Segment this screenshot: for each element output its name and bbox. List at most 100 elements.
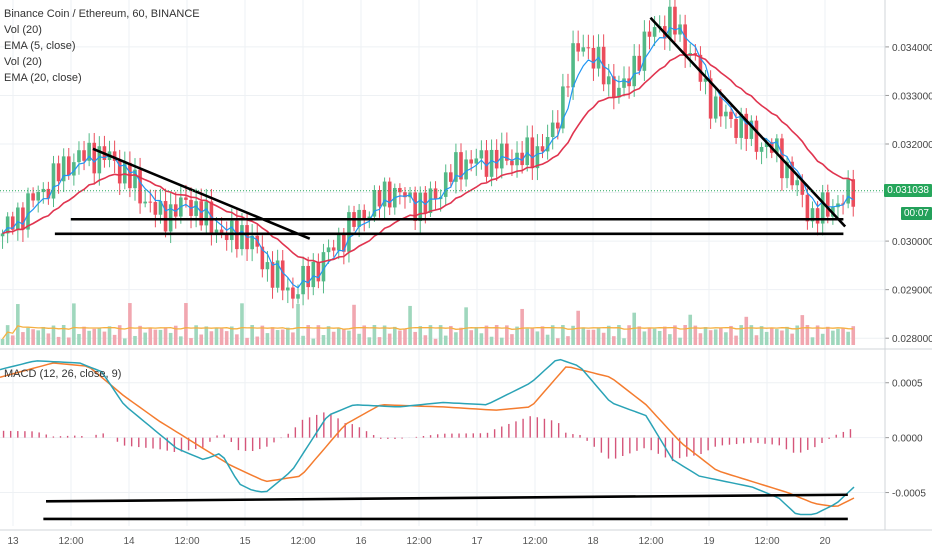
candle-body [555, 122, 560, 129]
countdown-tag: 00:07 [900, 207, 932, 220]
candle-body [515, 152, 519, 166]
volume-bar [189, 338, 193, 345]
candle-body [749, 120, 754, 139]
volume-bar [719, 327, 723, 345]
indicator-ema-20[interactable]: EMA (20, close) [4, 72, 82, 84]
candle-body [525, 137, 530, 166]
candle-body [61, 156, 66, 182]
indicator-vol-20-second[interactable]: Vol (20) [4, 56, 42, 68]
candle-body [632, 55, 637, 87]
volume-bar [148, 327, 153, 345]
volume-bar [652, 328, 657, 345]
candle-body [336, 234, 341, 251]
candle-body [36, 191, 41, 201]
candle-body [744, 113, 749, 139]
symbol-title[interactable]: Binance Coin / Ethereum, 60, BINANCE [4, 8, 200, 20]
candle-body [367, 216, 372, 219]
candle-body [474, 158, 479, 164]
volume-bar [87, 330, 91, 345]
indicator-ema-5[interactable]: EMA (5, close) [4, 40, 76, 52]
volume-bar [795, 325, 800, 345]
candle-body [46, 188, 51, 199]
volume-bar [535, 331, 540, 345]
volume-bar [311, 338, 316, 345]
volume-bar [336, 328, 341, 345]
candle-body [510, 160, 514, 166]
candle-body [0, 233, 5, 237]
volume-bar [56, 336, 61, 345]
indicator-vol-20[interactable]: Vol (20) [4, 24, 42, 36]
candle-body [184, 197, 188, 200]
volume-bar [545, 334, 550, 345]
candle-body [265, 262, 270, 270]
volume-bar [418, 326, 423, 345]
trendline [649, 16, 847, 228]
volume-bar [382, 325, 387, 345]
volume-bar [555, 338, 560, 345]
candle-body [673, 6, 677, 35]
candle-body [148, 201, 153, 203]
candle-body [846, 179, 850, 204]
volume-bar [780, 330, 784, 345]
x-tick-label: 20 [819, 536, 831, 547]
candle-body [163, 201, 168, 232]
volume-ma-line [1, 325, 854, 340]
volume-bar [138, 325, 142, 345]
volume-bar [561, 325, 565, 345]
volume-bar [601, 332, 606, 345]
volume-bar [224, 331, 229, 345]
volume-bar [51, 325, 56, 345]
volume-bar [494, 325, 499, 345]
candle-body [199, 201, 204, 226]
volume-bar [357, 333, 361, 345]
candle-body [586, 47, 591, 49]
volume-bar [326, 326, 331, 345]
candle-body [398, 187, 402, 193]
volume-bar [693, 325, 698, 345]
candle-body [10, 216, 15, 230]
candle-body [16, 207, 20, 230]
volume-bar [179, 336, 183, 345]
y-tick-label: 0.032000 [892, 140, 932, 151]
volume-bar [163, 327, 168, 345]
candle-body [739, 113, 743, 138]
volume-bar [739, 325, 743, 345]
candle-body [153, 202, 158, 215]
candle-body [97, 146, 102, 174]
macd-legend[interactable]: MACD (12, 26, close, 9) [4, 368, 122, 380]
volume-bar [16, 304, 20, 345]
candle-body [21, 207, 25, 230]
volume-bar [841, 328, 845, 345]
candle-body [469, 159, 473, 164]
volume-bar [805, 325, 810, 345]
volume-bar [454, 332, 458, 345]
candle-body [194, 201, 198, 216]
volume-bar [77, 333, 81, 345]
volume-bar [367, 337, 372, 345]
volume-bar [749, 325, 754, 345]
volume-bar [566, 336, 570, 345]
candle-body [66, 156, 71, 176]
candle-body [724, 111, 728, 117]
candle-body [719, 96, 723, 117]
candle-body [51, 163, 56, 199]
candle-body [764, 142, 769, 148]
chart-legend: Binance Coin / Ethereum, 60, BINANCE Vol… [4, 6, 200, 86]
x-tick-label: 12:00 [754, 536, 779, 547]
candle-body [117, 160, 122, 184]
candle-body [698, 54, 703, 82]
volume-bar [46, 333, 51, 345]
volume-bar [459, 327, 463, 345]
x-tick-label: 12:00 [522, 536, 547, 547]
candle-body [454, 152, 458, 182]
x-tick-label: 12:00 [406, 536, 431, 547]
candle-body [413, 192, 417, 222]
volume-bar [469, 330, 473, 345]
volume-bar [642, 331, 647, 345]
volume-bar [102, 331, 107, 345]
volume-bar [342, 328, 346, 345]
volume-bar [143, 332, 147, 345]
volume-bar [474, 327, 479, 345]
candle-body [275, 260, 280, 288]
candle-body [31, 193, 35, 201]
